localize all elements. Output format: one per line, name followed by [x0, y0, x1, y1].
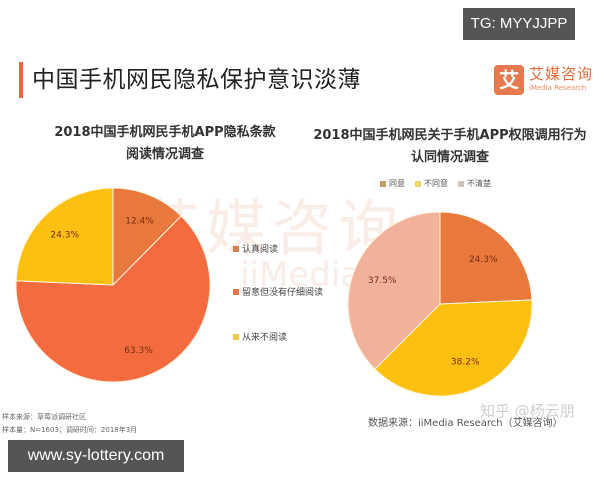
imedia-logo: 艾 艾媒咨询 iMedia Research [494, 63, 594, 99]
sample-size: 样本量：N=1603；调研时间：2018年3月 [2, 426, 138, 434]
pie-data-label: 24.3% [469, 255, 498, 265]
logo-icon: 艾 [494, 65, 524, 95]
chart2-legend-item-1: 不同意 [415, 178, 448, 189]
title-accent-bar [19, 62, 23, 98]
pie-slice [15, 187, 114, 286]
legend-swatch [233, 288, 239, 295]
pie-slice [347, 211, 441, 370]
chart1-title: 2018中国手机网民手机APP隐私条款 阅读情况调查 [20, 122, 310, 166]
chart2-legend: 同意 不同意 不清楚 [380, 178, 491, 189]
pie-chart-1: 12.4% 63.3% 24.3% [15, 187, 211, 383]
chart1-legend-item-2: 从来不阅读 [233, 330, 287, 343]
chart2-legend-item-0: 同意 [380, 178, 405, 189]
pie-data-label: 63.3% [124, 346, 153, 356]
pie-chart-2: 24.3% 38.2% 37.5% [347, 211, 533, 397]
pie-slice [374, 299, 533, 397]
zhihu-watermark: 知乎 @杨云朋 [480, 402, 575, 420]
chart2-title: 2018中国手机网民关于手机APP权限调用行为 认同情况调查 [300, 125, 600, 169]
chart2-title-line1: 2018中国手机网民关于手机APP权限调用行为 [313, 128, 587, 143]
chart1-legend-item-0: 认真阅读 [233, 242, 278, 255]
chart1-title-line2: 阅读情况调查 [125, 147, 204, 162]
pie-slice [112, 187, 182, 287]
pie-data-label: 37.5% [368, 276, 397, 286]
page-title: 中国手机网民隐私保护意识淡薄 [32, 67, 361, 93]
tg-badge: TG: MYYJJPP [463, 8, 575, 40]
chart2-title-line2: 认同情况调查 [410, 150, 489, 165]
pie-data-label: 12.4% [125, 216, 154, 226]
legend-swatch [233, 245, 239, 252]
logo-name-cn: 艾媒咨询 [529, 65, 594, 83]
pie-slice [15, 215, 211, 383]
chart1-legend-item-1: 留意但没有仔细阅读 [233, 285, 323, 298]
url-badge: www.sy-lottery.com [8, 440, 184, 472]
chart1-title-line1: 2018中国手机网民手机APP隐私条款 [54, 125, 276, 140]
pie-data-label: 38.2% [451, 357, 480, 367]
pie-slice [439, 211, 533, 305]
data-source: 数据来源：iiMedia Research（艾媒咨询） [368, 418, 563, 429]
watermark-en: iiMedia [240, 255, 362, 295]
chart2-legend-item-2: 不清楚 [458, 178, 491, 189]
logo-name-en: iMedia Research [529, 84, 587, 92]
sample-source: 样本来源：草莓派调研社区 [2, 413, 86, 421]
pie-data-label: 24.3% [50, 231, 79, 241]
legend-swatch [233, 333, 239, 340]
